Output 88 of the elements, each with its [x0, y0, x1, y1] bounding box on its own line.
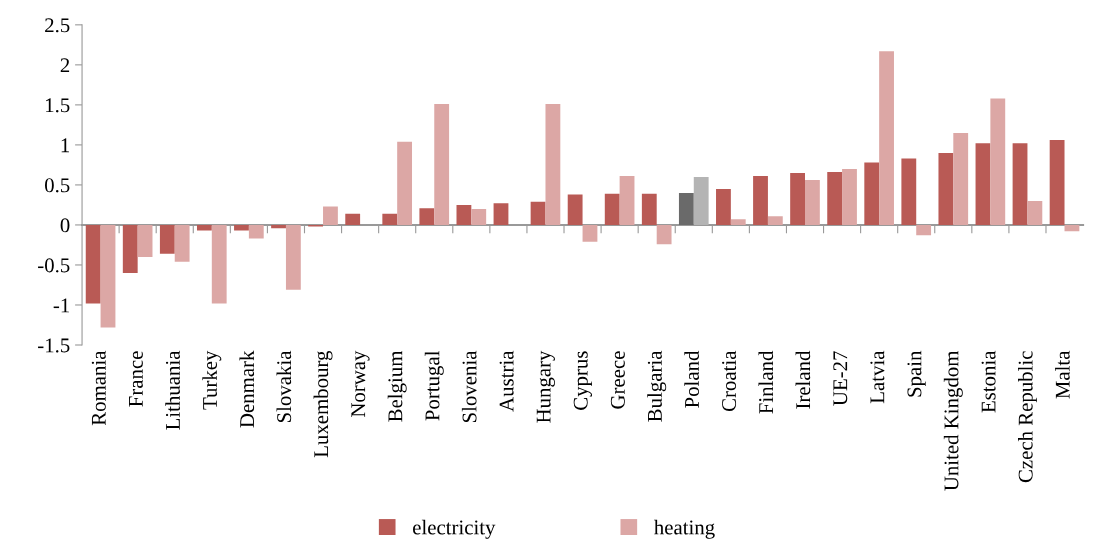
bar	[827, 172, 843, 225]
y-tick-label: -1	[53, 298, 69, 313]
y-tick-label: -1.5	[38, 338, 70, 353]
bar	[805, 180, 820, 225]
x-tick-label: Luxembourg	[313, 350, 333, 458]
x-tick-label: Hungary	[536, 350, 555, 423]
y-tick-label: 0	[60, 218, 70, 233]
bar	[879, 51, 894, 225]
x-tick-label: Estonia	[981, 350, 996, 413]
bar	[545, 104, 561, 225]
x-tick-label: Slovenia	[461, 350, 477, 423]
legend-label: electricity	[413, 519, 496, 539]
bar	[953, 132, 969, 225]
y-tick-label: 1.5	[46, 98, 70, 113]
bar	[345, 213, 361, 225]
bar	[1012, 143, 1028, 225]
y-tick-label: 0.5	[45, 178, 70, 193]
x-tick-label: Poland	[684, 350, 699, 408]
bar	[604, 193, 620, 225]
bar	[100, 224, 116, 328]
x-tick-label: Finland	[758, 350, 774, 414]
x-tick-label: Romania	[91, 350, 106, 426]
bar	[716, 188, 731, 225]
bar	[530, 201, 546, 225]
bar	[567, 194, 583, 225]
bar	[693, 176, 709, 225]
x-tick-label: Turkey	[202, 350, 222, 410]
bar	[753, 176, 768, 225]
bar	[285, 224, 301, 290]
bar	[159, 224, 175, 254]
x-tick-label: Austria	[499, 350, 514, 412]
x-tick-label: Slovakia	[276, 350, 292, 423]
bar	[493, 203, 509, 225]
bar	[975, 143, 991, 225]
bar	[137, 224, 153, 257]
bar	[382, 213, 398, 225]
bar	[938, 152, 954, 225]
bar	[619, 176, 635, 225]
x-tick-label: Lithuania	[165, 350, 180, 430]
bar	[471, 208, 487, 225]
x-tick-label: Cyprus	[573, 351, 592, 410]
bar	[916, 224, 932, 236]
bar	[864, 162, 880, 225]
bar	[434, 104, 450, 225]
x-tick-label: Latvia	[870, 350, 885, 404]
bar	[323, 206, 338, 225]
bar	[174, 224, 190, 262]
bar	[419, 208, 435, 225]
x-tick-label: Czech Republic	[1018, 351, 1037, 483]
x-tick-label: Bulgaria	[647, 350, 667, 422]
bar	[196, 224, 212, 231]
bar	[234, 224, 249, 231]
x-tick-label: Ireland	[795, 350, 811, 409]
bar	[1027, 200, 1043, 225]
bar	[901, 158, 917, 225]
x-tick-label: UE-27	[833, 351, 848, 406]
bar	[456, 204, 472, 225]
x-tick-label: Norway	[351, 350, 370, 418]
bar	[842, 168, 857, 225]
x-tick-label: Greece	[610, 351, 625, 409]
bar	[248, 224, 264, 239]
y-tick-label: -0.5	[38, 258, 70, 273]
x-tick-label: Denmark	[239, 350, 255, 428]
bar	[1049, 140, 1065, 225]
x-tick-label: France	[129, 351, 143, 407]
y-tick-label: 2	[60, 58, 70, 73]
bar	[397, 141, 413, 225]
bar	[85, 224, 101, 304]
x-tick-label: Croatia	[722, 350, 737, 412]
bar	[656, 224, 672, 245]
x-tick-label: United Kingdom	[943, 350, 963, 491]
x-tick-label: Spain	[907, 350, 926, 397]
bar	[990, 98, 1006, 225]
bar	[730, 219, 746, 225]
bar	[271, 224, 286, 229]
x-tick-label: Malta	[1055, 350, 1070, 399]
bar	[767, 216, 783, 225]
bar	[211, 224, 227, 304]
bar	[582, 224, 598, 242]
bar	[678, 192, 694, 225]
x-tick-label: Belgium	[387, 350, 407, 422]
y-tick-label: 1	[61, 138, 69, 153]
bar	[641, 193, 657, 225]
bar	[122, 224, 138, 273]
x-tick-label: Portugal	[424, 350, 444, 421]
bar	[790, 172, 805, 225]
legend-label: heating	[654, 519, 715, 539]
y-tick-label: 2.5	[45, 18, 70, 33]
